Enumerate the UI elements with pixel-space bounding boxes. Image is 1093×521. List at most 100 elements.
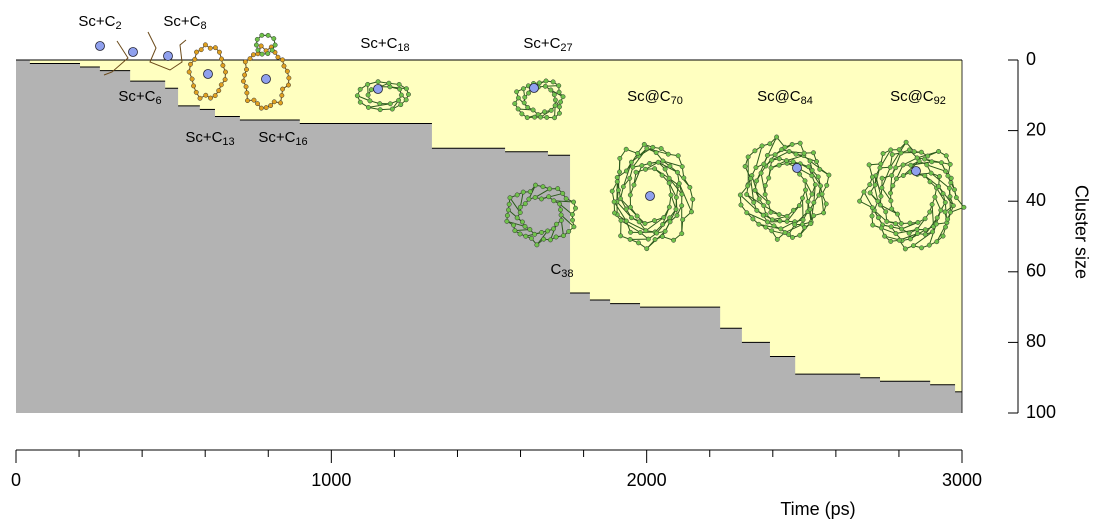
annotation-sub: 8 [200,20,206,32]
atom [556,83,562,89]
atom [652,218,657,224]
bond [772,215,788,221]
atom [192,56,198,62]
atom [915,219,921,225]
atom [896,237,902,243]
chain [103,40,129,76]
atom [927,209,933,215]
annotation-sub: 13 [222,136,234,148]
atom [903,139,909,145]
atom [545,228,551,234]
atom [939,160,944,166]
annotation-text: C [550,261,561,278]
bond [620,220,641,233]
atom [932,194,938,200]
atom [551,92,557,98]
atom [377,107,383,113]
atom [641,141,647,147]
atom [258,105,264,111]
atom [879,175,885,181]
atom [255,47,261,53]
atom [186,69,192,75]
atom [631,182,637,188]
atom [902,246,908,252]
bond [509,197,521,213]
atom [667,163,673,169]
atom [875,215,881,221]
atom [514,89,520,95]
atom [217,49,222,55]
atom [242,72,248,78]
bond [560,214,575,228]
y-tick-label: 60 [1026,261,1046,281]
bond [901,221,919,230]
bond [872,224,897,235]
atom [754,178,760,184]
atom [242,59,248,65]
bond [549,224,557,241]
atom [539,229,545,235]
atom [615,187,621,193]
atom [879,185,885,191]
atom [922,156,927,162]
atom [823,201,829,207]
atom [945,173,951,179]
annotation-text: Sc+C [163,13,200,30]
atom [888,198,894,204]
atom [628,204,633,210]
molecule [609,141,696,252]
annotation-sub: 84 [801,95,813,107]
atom [550,79,556,85]
atom [893,221,899,227]
atom [636,219,642,225]
bond [678,183,692,213]
atom [280,86,286,92]
atom [947,194,953,200]
atom [877,165,883,171]
atom [896,147,902,153]
atom [220,62,226,68]
atom [532,194,538,200]
sc-atom [529,83,539,93]
atom [895,211,900,217]
atom [776,212,782,218]
annotation-sub: 70 [671,95,683,107]
molecule [504,182,578,248]
atom [240,78,246,84]
atom [658,146,664,151]
bond [780,221,796,230]
atom [894,176,899,182]
atom [547,237,553,243]
annotation-sub: 6 [155,95,161,107]
atom [906,230,912,236]
atom [637,230,643,235]
atom [679,231,685,237]
atom [573,205,578,211]
annotation-sub: 18 [397,42,409,54]
atom [533,182,538,188]
atom [628,229,634,235]
bond [784,223,803,233]
atom [765,219,771,225]
atom [922,232,928,237]
atom [679,203,685,209]
atom [188,61,193,67]
atom [271,36,277,42]
annotation-text: Sc+C [523,35,560,52]
atom [914,227,920,232]
atom [947,161,953,167]
annotation-text: Sc+C [78,13,115,30]
bond [891,152,902,176]
bond [880,204,898,215]
molecule [857,139,967,252]
atom [889,172,895,178]
atom [808,221,814,227]
atom [884,219,890,224]
atom [286,75,292,81]
annotation-sub: 16 [295,136,307,148]
atom [263,105,269,111]
atom [530,107,536,113]
atom [674,212,680,218]
atom [250,52,256,58]
